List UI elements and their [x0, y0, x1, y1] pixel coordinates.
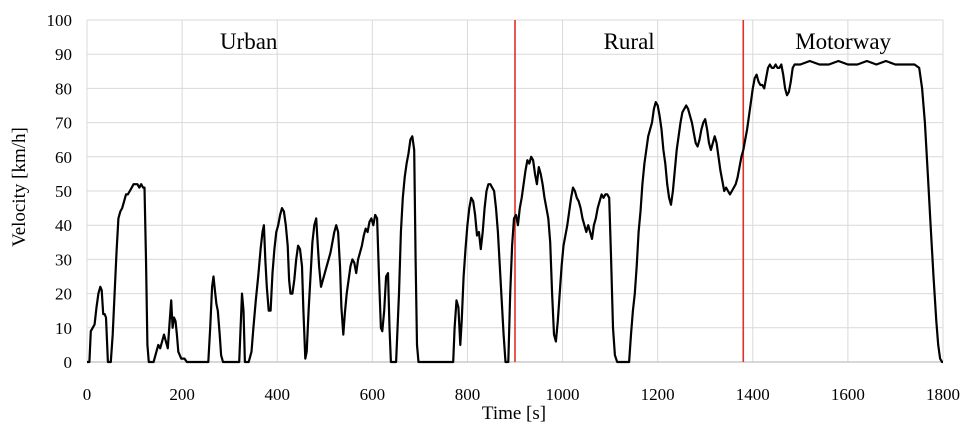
- x-tick-label: 1600: [831, 385, 865, 404]
- x-tick-label: 0: [83, 385, 92, 404]
- x-tick-label: 400: [264, 385, 290, 404]
- section-dividers: [514, 20, 745, 362]
- y-tick-label: 30: [55, 250, 72, 269]
- x-axis-title: Time [s]: [482, 403, 546, 424]
- y-tick-label: 20: [55, 285, 72, 304]
- y-tick-label: 100: [47, 11, 73, 30]
- x-tick-label: 200: [169, 385, 195, 404]
- region-label-rural: Rural: [604, 29, 655, 54]
- x-tick-label: 600: [360, 385, 386, 404]
- y-tick-label: 0: [64, 353, 73, 372]
- y-tick-label: 50: [55, 182, 72, 201]
- y-axis-title: Velocity [km/h]: [9, 127, 30, 247]
- region-label-urban: Urban: [220, 29, 278, 54]
- region-labels: Urban Rural Motorway: [220, 29, 892, 54]
- y-tick-label: 60: [55, 148, 72, 167]
- y-tick-labels: 0 10 20 30 40 50 60 70 80 90 100: [47, 11, 73, 372]
- velocity-series-line: [87, 59, 944, 364]
- y-tick-label: 10: [55, 319, 72, 338]
- x-tick-label: 1400: [736, 385, 770, 404]
- x-tick-label: 1000: [546, 385, 580, 404]
- y-tick-label: 90: [55, 45, 72, 64]
- y-tick-label: 70: [55, 114, 72, 133]
- x-tick-labels: 0 200 400 600 800 1000 1200 1400 1600 1800: [83, 385, 960, 404]
- y-tick-label: 40: [55, 216, 72, 235]
- x-tick-label: 1200: [641, 385, 675, 404]
- region-label-motorway: Motorway: [795, 29, 891, 54]
- x-tick-label: 1800: [926, 385, 960, 404]
- y-tick-label: 80: [55, 79, 72, 98]
- x-tick-label: 800: [455, 385, 481, 404]
